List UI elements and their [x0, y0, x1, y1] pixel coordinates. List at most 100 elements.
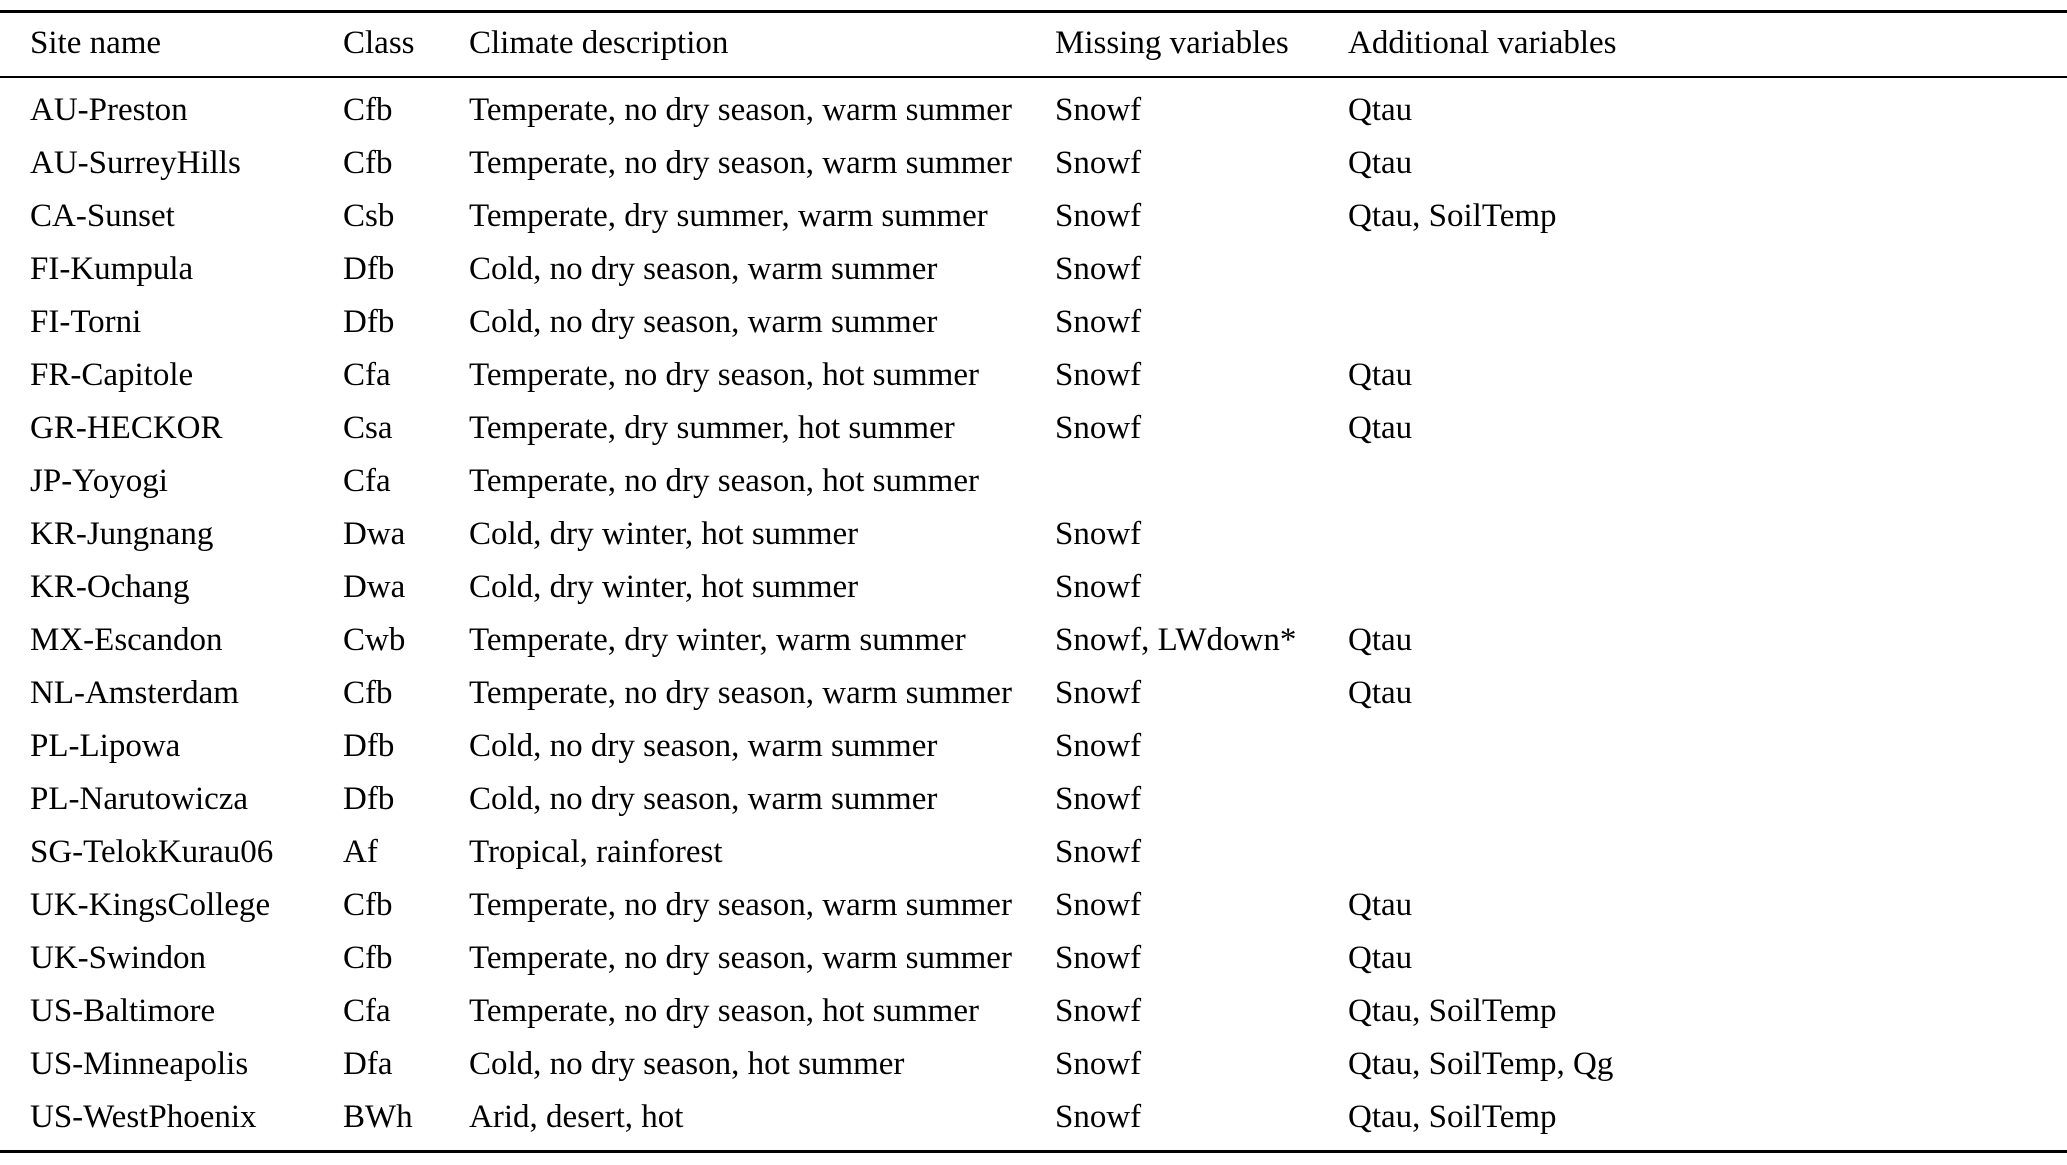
cell-missing-variables: Snowf — [1055, 145, 1142, 181]
cell-missing-variables: Snowf — [1055, 940, 1142, 976]
cell-site-name: MX-Escandon — [30, 622, 223, 658]
cell-missing-variables: Snowf — [1055, 1099, 1142, 1135]
cell-additional-variables — [1348, 508, 2067, 561]
cell-missing-variables: Snowf — [1055, 198, 1142, 234]
cell-climate-description: Temperate, no dry season, warm summer — [469, 92, 1012, 128]
cell-site-name: CA-Sunset — [30, 198, 175, 234]
cell-climate-description: Temperate, no dry season, warm summer — [469, 940, 1012, 976]
cell-class: Dfb — [343, 781, 395, 817]
cell-missing-variables: Snowf — [1055, 834, 1142, 870]
cell-climate-description: Temperate, no dry season, warm summer — [469, 675, 1012, 711]
cell-climate-description: Cold, no dry season, warm summer — [469, 728, 938, 764]
cell-class: Csa — [343, 410, 393, 446]
cell-class: Af — [343, 834, 378, 870]
cell-additional-variables: Qtau, SoilTemp, Qg — [1348, 1046, 1614, 1082]
table-row: FR-Capitole Cfa Temperate, no dry season, … — [0, 349, 2067, 402]
cell-additional-variables: Qtau — [1348, 622, 1413, 658]
cell-class: Dwa — [343, 569, 406, 605]
table-row: KR-Ochang Dwa Cold, dry winter, hot summer… — [0, 561, 2067, 614]
cell-additional-variables — [1348, 455, 2067, 508]
cell-additional-variables: Qtau — [1348, 92, 1413, 128]
cell-climate-description: Cold, no dry season, warm summer — [469, 251, 938, 287]
cell-climate-description: Temperate, no dry season, warm summer — [469, 887, 1012, 923]
table-row: AU-SurreyHills Cfb Temperate, no dry seaso… — [0, 137, 2067, 190]
cell-class: Cfb — [343, 145, 393, 181]
table-row: NL-Amsterdam Cfb Temperate, no dry season,… — [0, 667, 2067, 720]
cell-class: Cfb — [343, 887, 393, 923]
cell-additional-variables: Qtau, SoilTemp — [1348, 1099, 1557, 1135]
cell-additional-variables: Qtau — [1348, 675, 1413, 711]
cell-missing-variables: Snowf — [1055, 516, 1142, 552]
table-row: UK-Swindon Cfb Temperate, no dry season, w… — [0, 932, 2067, 985]
cell-class: Cfb — [343, 92, 393, 128]
cell-class: Cfa — [343, 357, 391, 393]
cell-additional-variables: Qtau, SoilTemp — [1348, 198, 1557, 234]
cell-class: Dfb — [343, 728, 395, 764]
cell-site-name: NL-Amsterdam — [30, 675, 239, 711]
cell-class: Cfa — [343, 463, 391, 499]
cell-site-name: JP-Yoyogi — [30, 463, 168, 499]
header-row: Site name Class Climate description Missing… — [0, 12, 2067, 77]
cell-missing-variables: Snowf — [1055, 993, 1142, 1029]
column-header-additional-variables: Additional variables — [1348, 25, 1617, 61]
cell-site-name: SG-TelokKurau06 — [30, 834, 274, 870]
cell-climate-description: Cold, dry winter, hot summer — [469, 516, 859, 552]
cell-climate-description: Cold, dry winter, hot summer — [469, 569, 859, 605]
cell-missing-variables: Snowf — [1055, 781, 1142, 817]
table-row: PL-Lipowa Dfb Cold, no dry season, warm su… — [0, 720, 2067, 773]
cell-additional-variables — [1348, 296, 2067, 349]
cell-class: Dwa — [343, 516, 406, 552]
cell-additional-variables — [1348, 826, 2067, 879]
cell-climate-description: Cold, no dry season, warm summer — [469, 304, 938, 340]
table-row: US-Minneapolis Dfa Cold, no dry season, ho… — [0, 1038, 2067, 1091]
cell-class: BWh — [343, 1099, 413, 1135]
cell-missing-variables: Snowf — [1055, 728, 1142, 764]
cell-class: Dfa — [343, 1046, 393, 1082]
cell-additional-variables: Qtau, SoilTemp — [1348, 993, 1557, 1029]
table-row: AU-Preston Cfb Temperate, no dry season, w… — [0, 77, 2067, 137]
cell-site-name: KR-Ochang — [30, 569, 190, 605]
cell-missing-variables: Snowf — [1055, 1046, 1142, 1082]
cell-missing-variables — [1055, 455, 1348, 508]
column-header-site-name: Site name — [30, 25, 162, 61]
column-header-missing-variables: Missing variables — [1055, 25, 1289, 61]
table-row: JP-Yoyogi Cfa Temperate, no dry season, ho… — [0, 455, 2067, 508]
table-row: CA-Sunset Csb Temperate, dry summer, warm … — [0, 190, 2067, 243]
table-row: US-WestPhoenix BWh Arid, desert, hot Snowf Q… — [0, 1091, 2067, 1152]
table-body: AU-Preston Cfb Temperate, no dry season, w… — [0, 77, 2067, 1152]
cell-missing-variables: Snowf — [1055, 410, 1142, 446]
cell-site-name: AU-SurreyHills — [30, 145, 241, 181]
cell-site-name: FI-Kumpula — [30, 251, 194, 287]
cell-missing-variables: Snowf — [1055, 92, 1142, 128]
cell-climate-description: Arid, desert, hot — [469, 1099, 684, 1135]
cell-site-name: FI-Torni — [30, 304, 142, 340]
cell-class: Cfb — [343, 675, 393, 711]
table-row: FI-Kumpula Dfb Cold, no dry season, warm s… — [0, 243, 2067, 296]
cell-class: Dfb — [343, 251, 395, 287]
cell-climate-description: Temperate, no dry season, hot summer — [469, 993, 979, 1029]
cell-site-name: KR-Jungnang — [30, 516, 214, 552]
cell-additional-variables — [1348, 561, 2067, 614]
cell-site-name: US-Baltimore — [30, 993, 216, 1029]
cell-site-name: US-WestPhoenix — [30, 1099, 257, 1135]
cell-site-name: GR-HECKOR — [30, 410, 223, 446]
cell-climate-description: Temperate, dry summer, warm summer — [469, 198, 988, 234]
cell-additional-variables: Qtau — [1348, 145, 1413, 181]
cell-class: Cfa — [343, 993, 391, 1029]
cell-climate-description: Cold, no dry season, hot summer — [469, 1046, 905, 1082]
cell-additional-variables: Qtau — [1348, 940, 1413, 976]
cell-site-name: FR-Capitole — [30, 357, 194, 393]
cell-class: Cwb — [343, 622, 406, 658]
cell-additional-variables — [1348, 243, 2067, 296]
cell-climate-description: Temperate, no dry season, hot summer — [469, 463, 979, 499]
cell-additional-variables: Qtau — [1348, 887, 1413, 923]
column-header-class: Class — [343, 25, 415, 61]
cell-missing-variables: Snowf, LWdown* — [1055, 622, 1297, 658]
table-row: SG-TelokKurau06 Af Tropical, rainforest Sno… — [0, 826, 2067, 879]
cell-class: Csb — [343, 198, 395, 234]
cell-missing-variables: Snowf — [1055, 251, 1142, 287]
cell-site-name: UK-Swindon — [30, 940, 207, 976]
cell-missing-variables: Snowf — [1055, 357, 1142, 393]
cell-site-name: UK-KingsCollege — [30, 887, 271, 923]
